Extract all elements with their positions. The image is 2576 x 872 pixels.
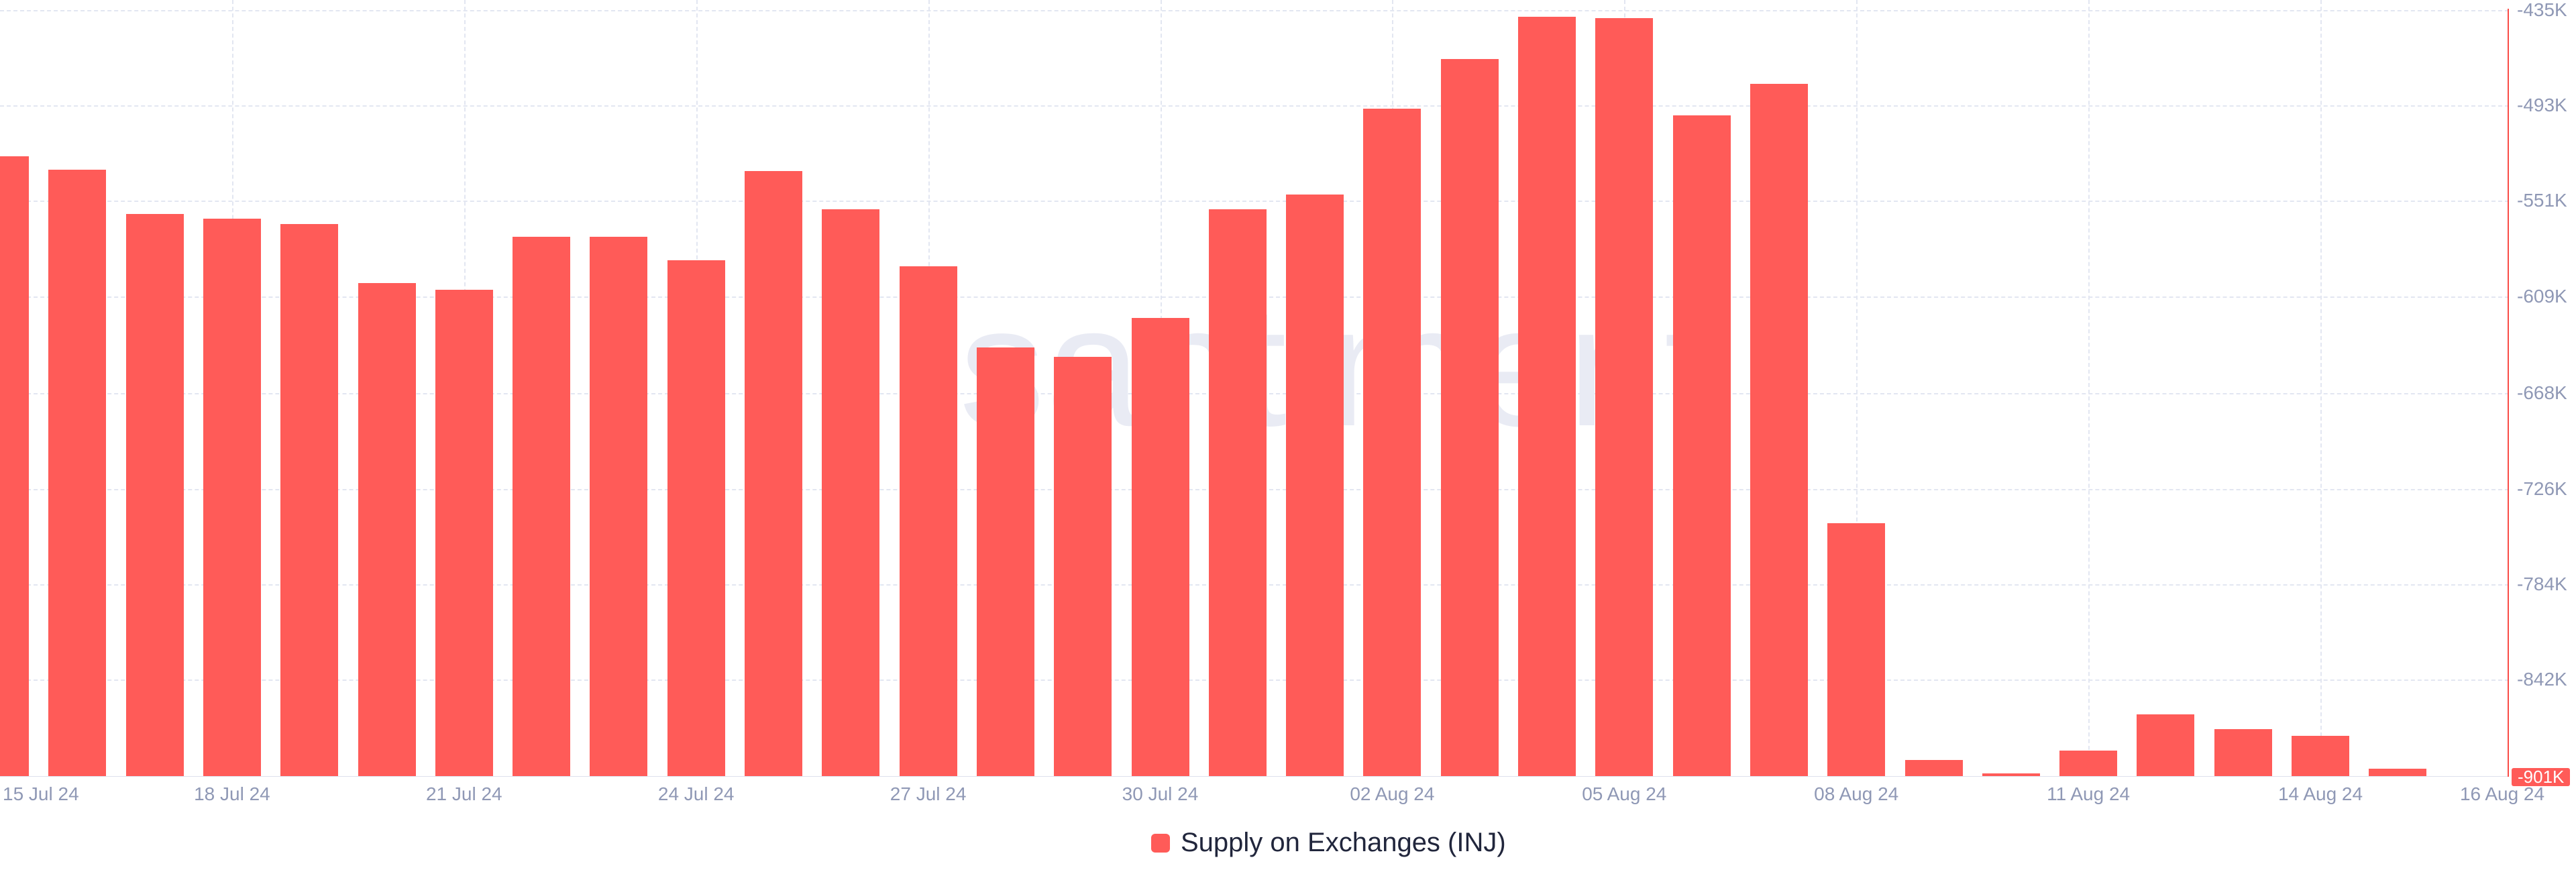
x-axis-tick-label: 30 Jul 24: [1122, 783, 1199, 804]
bar-16-Jul-24[interactable]: [48, 169, 107, 777]
y-axis-line: [2508, 9, 2509, 777]
bar-25-Jul-24[interactable]: [745, 171, 802, 777]
bar-19-Jul-24[interactable]: [280, 223, 339, 777]
bar-26-Jul-24[interactable]: [822, 209, 880, 777]
x-axis-tick-label: 15 Jul 24: [3, 783, 79, 804]
x-axis-tick-label: 24 Jul 24: [657, 783, 735, 804]
y-axis-tick-label: -784K: [2517, 573, 2567, 594]
gridline: [0, 9, 2509, 11]
bar-14-Aug-24[interactable]: [2292, 735, 2349, 777]
y-axis-tick-label: -435K: [2517, 0, 2567, 20]
y-axis-tick-label: -726K: [2517, 478, 2567, 499]
legend-label: Supply on Exchanges (INJ): [1181, 828, 1506, 857]
x-axis-tick-label: 16 Aug 24: [2459, 783, 2545, 804]
plot-area: santiment: [0, 0, 2509, 777]
bar-27-Jul-24[interactable]: [899, 266, 957, 777]
bar-05-Aug-24[interactable]: [1595, 17, 1654, 777]
bar-24-Jul-24[interactable]: [667, 260, 725, 777]
x-axis-tick-label: 14 Aug 24: [2277, 783, 2363, 804]
bar-08-Aug-24[interactable]: [1827, 523, 1886, 777]
bar-29-Jul-24[interactable]: [1054, 357, 1112, 777]
x-axis-line: [0, 776, 2509, 777]
x-axis-tick-label: 21 Jul 24: [425, 783, 502, 804]
bar-02-Aug-24[interactable]: [1363, 108, 1421, 777]
legend-item-supply-on-exchanges[interactable]: Supply on Exchanges (INJ): [1151, 828, 1506, 858]
bar-10-Aug-24[interactable]: [1982, 773, 2040, 777]
bar-23-Jul-24[interactable]: [590, 237, 648, 777]
bar-12-Aug-24[interactable]: [2137, 714, 2195, 777]
bar-04-Aug-24[interactable]: [1518, 16, 1576, 777]
bar-07-Aug-24[interactable]: [1750, 84, 1808, 777]
legend-marker-icon: [1151, 833, 1170, 853]
bar-06-Aug-24[interactable]: [1672, 115, 1731, 777]
gridline: [2320, 0, 2322, 777]
x-axis-tick-label: 02 Aug 24: [1350, 783, 1435, 804]
bar-15-Jul-24[interactable]: [0, 156, 29, 777]
bar-01-Aug-24[interactable]: [1286, 194, 1344, 777]
x-axis-tick-label: 08 Aug 24: [1814, 783, 1899, 804]
bar-30-Jul-24[interactable]: [1131, 317, 1189, 777]
x-axis-tick-label: 18 Jul 24: [194, 783, 270, 804]
bar-21-Jul-24[interactable]: [435, 289, 493, 777]
y-axis-tick-label: -842K: [2517, 669, 2567, 690]
bar-28-Jul-24[interactable]: [976, 347, 1034, 777]
bar-15-Aug-24[interactable]: [2369, 768, 2427, 777]
bar-03-Aug-24[interactable]: [1440, 59, 1499, 777]
gridline: [0, 105, 2509, 107]
y-axis-tick-label: -551K: [2517, 190, 2567, 211]
bar-13-Aug-24[interactable]: [2214, 728, 2272, 777]
bar-22-Jul-24[interactable]: [513, 237, 571, 777]
gridline: [1856, 0, 1858, 777]
y-axis-tick-label: -493K: [2517, 95, 2567, 116]
bar-09-Aug-24[interactable]: [1904, 760, 1963, 777]
x-axis-tick-label: 27 Jul 24: [890, 783, 967, 804]
x-axis-tick-label: 05 Aug 24: [1582, 783, 1667, 804]
y-axis-tick-label: -668K: [2517, 382, 2567, 404]
bar-31-Jul-24[interactable]: [1208, 209, 1267, 777]
gridline: [0, 201, 2509, 203]
y-axis-tick-label: -609K: [2517, 285, 2567, 307]
gridline: [2088, 0, 2090, 777]
latest-value-badge: -901K: [2512, 768, 2571, 786]
bar-11-Aug-24[interactable]: [2059, 750, 2118, 777]
bar-17-Jul-24[interactable]: [125, 213, 184, 777]
x-axis-tick-label: 11 Aug 24: [2047, 783, 2131, 804]
bar-18-Jul-24[interactable]: [203, 219, 261, 777]
bar-20-Jul-24[interactable]: [358, 282, 416, 777]
